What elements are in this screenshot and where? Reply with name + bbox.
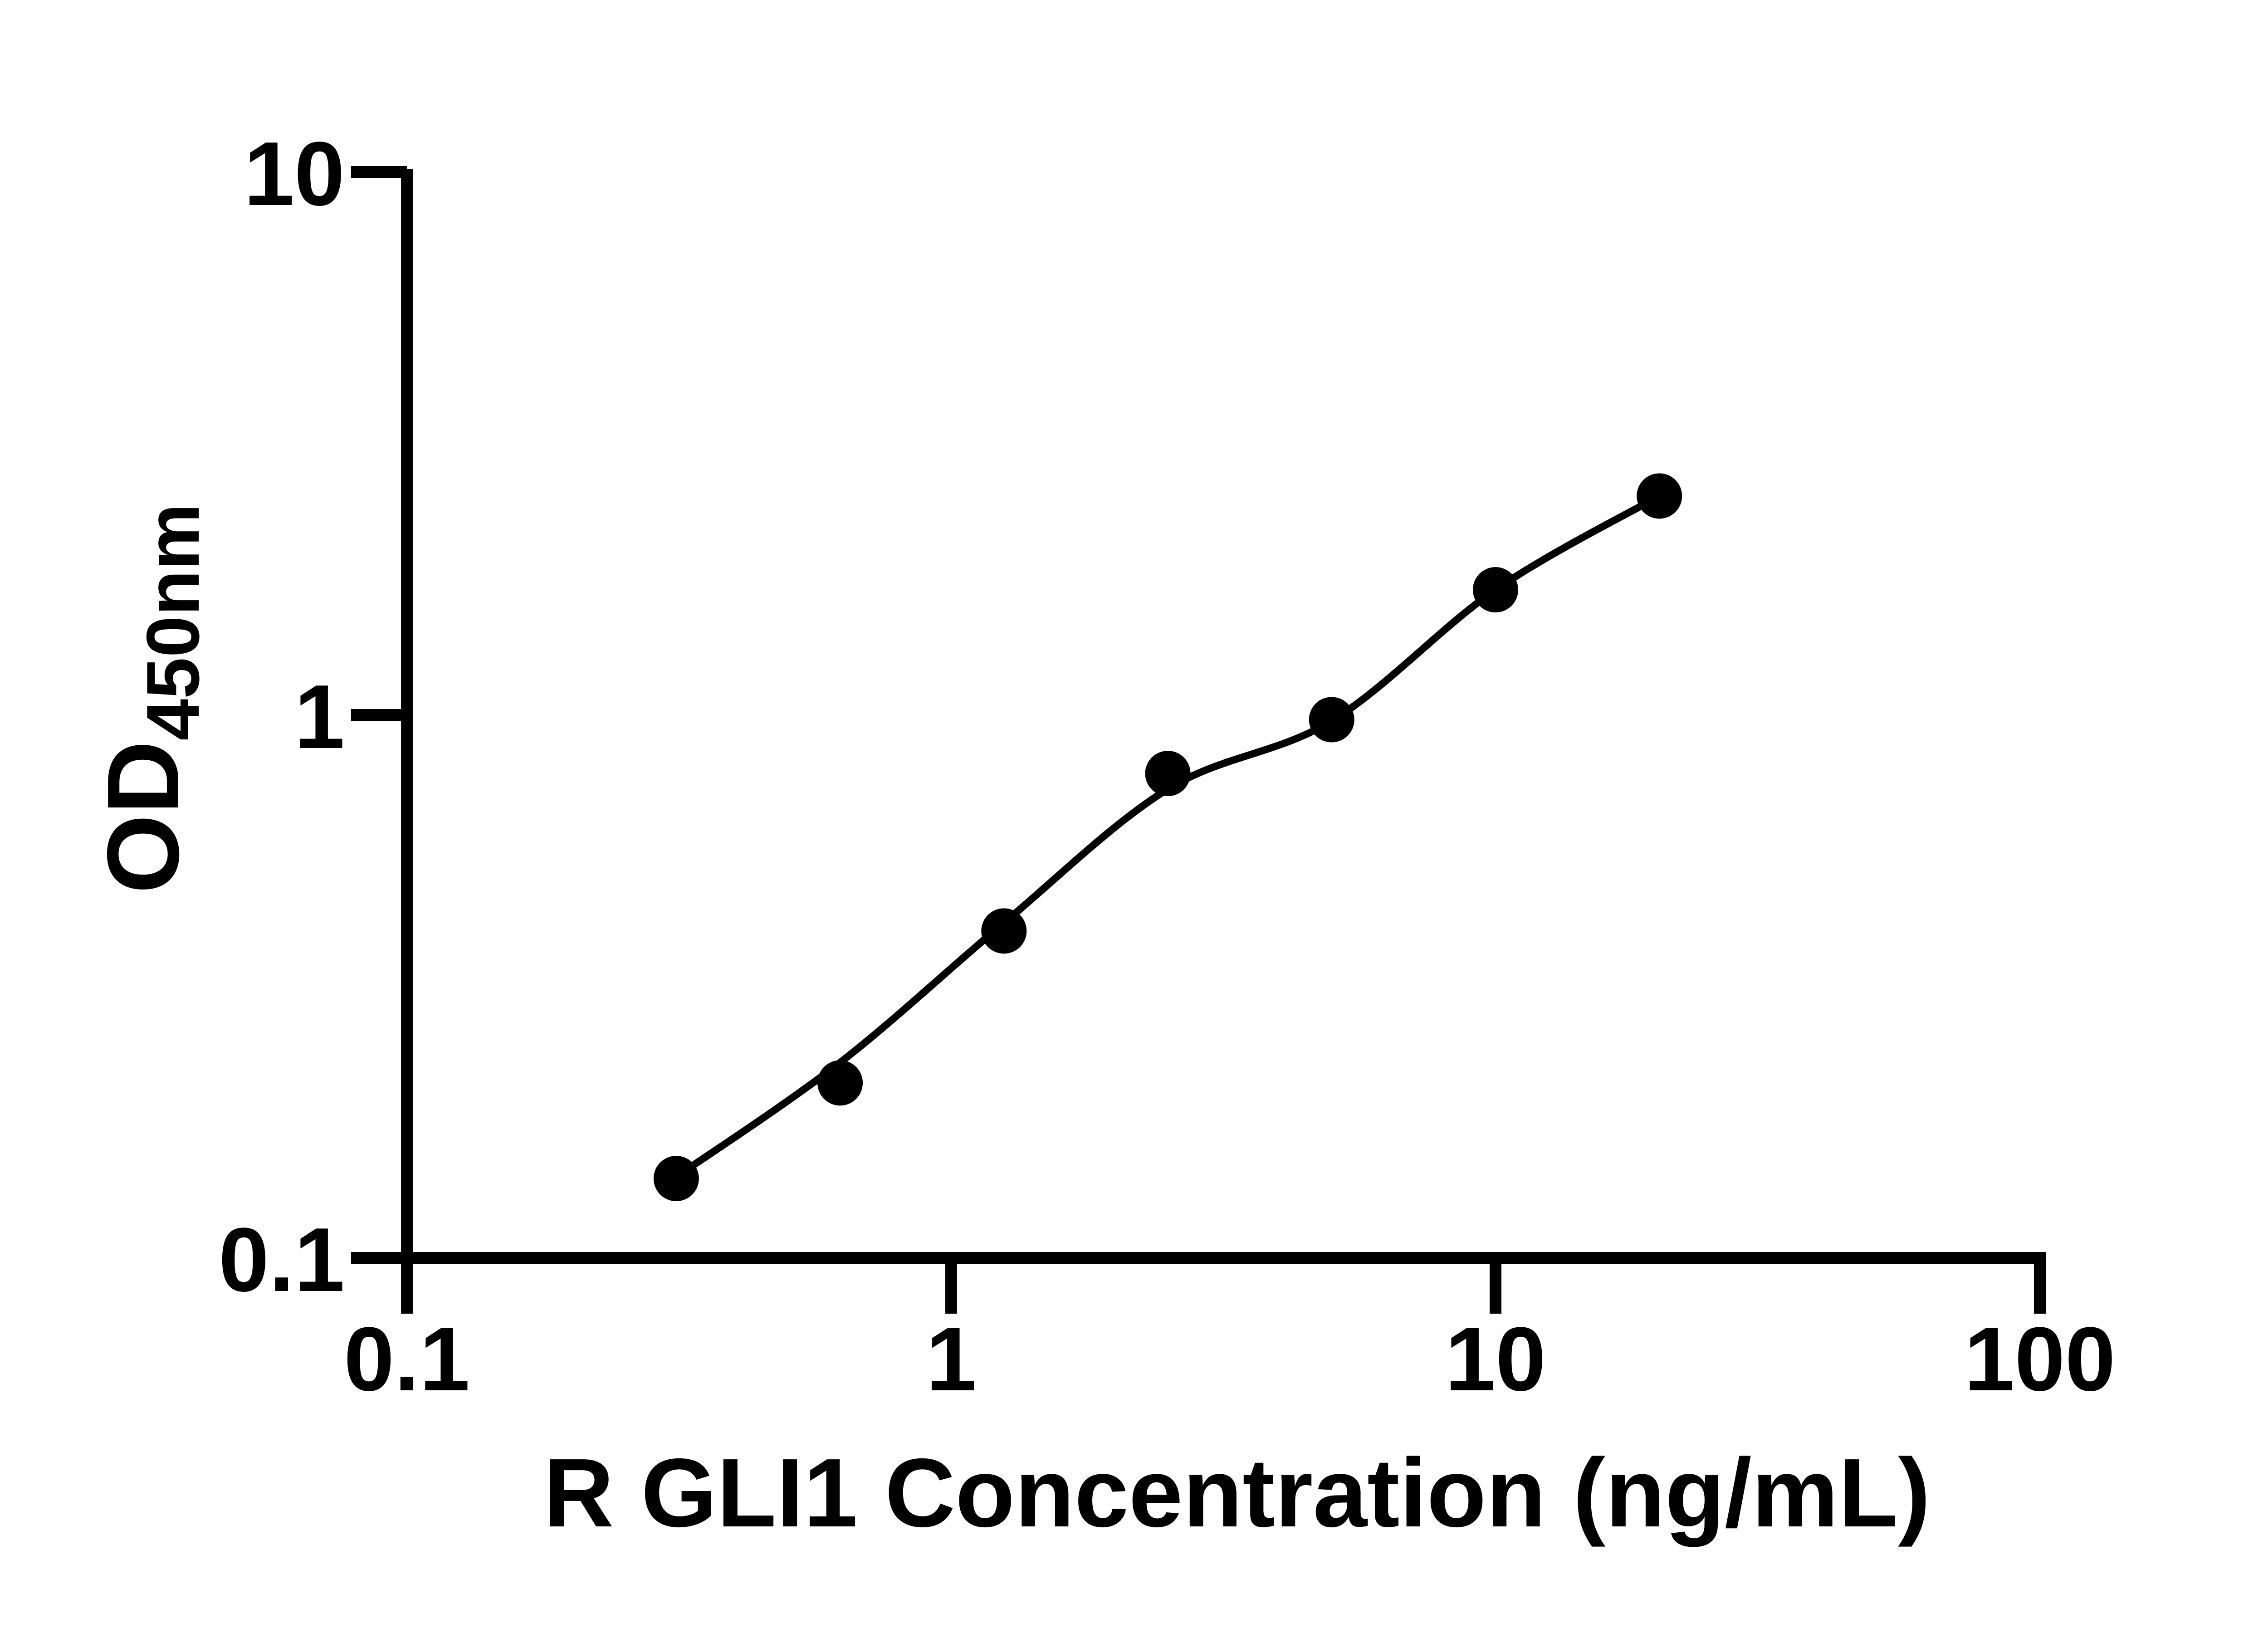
data-point <box>1637 473 1682 519</box>
data-point <box>981 908 1027 954</box>
data-points <box>653 473 1682 1202</box>
x-axis-ticks <box>401 1264 2046 1314</box>
x-tick-label-0.1: 0.1 <box>344 1309 470 1410</box>
data-point <box>1473 567 1518 613</box>
y-axis-title: OD450nm <box>86 504 215 894</box>
x-tick-label-10: 10 <box>1445 1309 1546 1410</box>
axes <box>360 169 2046 1264</box>
data-point <box>653 1156 699 1202</box>
y-tick-label-1: 1 <box>294 666 345 768</box>
x-tick-label-100: 100 <box>1964 1309 2116 1410</box>
x-axis-title: R GLI1 Concentration (ng/mL) <box>543 1438 1931 1547</box>
data-point <box>1309 697 1354 743</box>
x-tick-label-1: 1 <box>926 1309 976 1410</box>
y-axis-title-main: OD <box>86 741 200 894</box>
data-series <box>653 473 1682 1202</box>
x-axis-tick-labels: 0.1 1 10 100 <box>344 1309 2116 1410</box>
data-point <box>817 1060 863 1106</box>
y-axis-ticks <box>351 166 407 1264</box>
y-axis-title-subscript: 450nm <box>131 504 215 741</box>
y-tick-label-0.1: 0.1 <box>219 1209 345 1310</box>
y-axis-tick-labels: 10 1 0.1 <box>219 123 345 1310</box>
data-point <box>1145 751 1191 797</box>
y-tick-label-10: 10 <box>244 123 345 225</box>
